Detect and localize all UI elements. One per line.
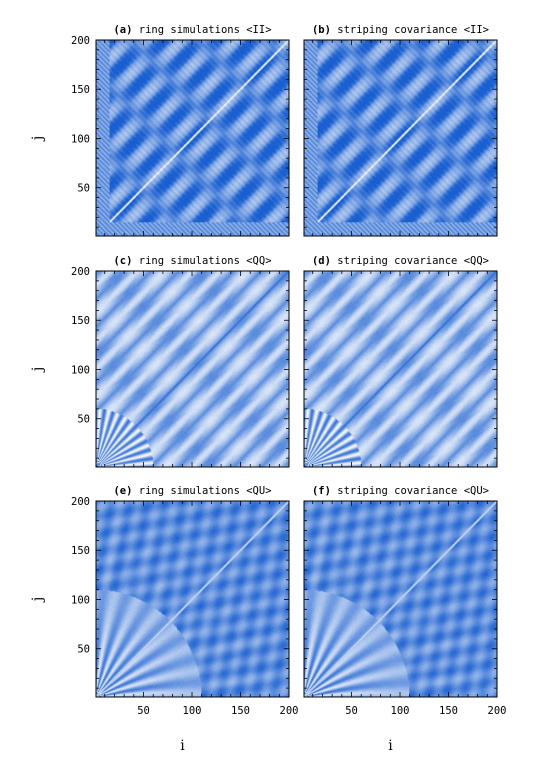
panel-title-text: striping covariance <QQ> <box>331 255 489 267</box>
plot-frame <box>303 39 498 237</box>
panel-label: (f) <box>312 485 331 497</box>
y-tick-label: 50 <box>77 644 90 656</box>
panel-title: (f) striping covariance <QU> <box>312 485 489 497</box>
y-tick-label: 150 <box>71 315 90 327</box>
panel-title: (c) ring simulations <QQ> <box>113 255 271 267</box>
y-tick-label: 200 <box>71 35 90 47</box>
heatmap-image <box>96 40 289 236</box>
y-tick-label: 50 <box>77 183 90 195</box>
panel-title-text: ring simulations <QU> <box>132 485 271 497</box>
y-tick-label: 150 <box>71 545 90 557</box>
panel-title-text: striping covariance <II> <box>331 24 489 36</box>
x-axis-label: i <box>388 738 393 754</box>
panel-title-text: ring simulations <II> <box>132 24 271 36</box>
heatmap-image <box>96 271 289 467</box>
plot-frame <box>95 500 290 698</box>
plot-frame <box>303 270 498 468</box>
heatmap-panel-a: (a) ring simulations <II> 50 100 150 200 j <box>30 24 290 237</box>
panel-label: (a) <box>113 24 132 36</box>
x-tick-label: 150 <box>231 705 250 717</box>
y-axis-label: j <box>30 597 46 603</box>
panel-title: (a) ring simulations <II> <box>113 24 271 36</box>
panel-title: (d) striping covariance <QQ> <box>312 255 489 267</box>
y-tick-label: 150 <box>71 84 90 96</box>
panel-title-text: striping covariance <QU> <box>331 485 489 497</box>
panel-label: (e) <box>113 485 132 497</box>
x-tick-label: 200 <box>488 705 507 717</box>
panel-title: (b) striping covariance <II> <box>312 24 489 36</box>
y-tick-label: 100 <box>71 364 90 376</box>
heatmap-image <box>304 501 497 697</box>
panel-label: (c) <box>113 255 132 267</box>
plot-frame <box>95 270 290 468</box>
heatmap-panel-c: (c) ring simulations <QQ> 50 100 150 200 j <box>30 255 290 468</box>
heatmap-image <box>96 501 289 697</box>
heatmap-image <box>304 271 497 467</box>
y-tick-label: 100 <box>71 594 90 606</box>
panel-label: (b) <box>312 24 331 36</box>
y-tick-label: 200 <box>71 496 90 508</box>
y-tick-label: 200 <box>71 266 90 278</box>
panel-title-text: ring simulations <QQ> <box>132 255 271 267</box>
y-axis-label: j <box>30 367 46 373</box>
plot-frame <box>95 39 290 237</box>
plot-frame <box>303 500 498 698</box>
heatmap-panel-e: (e) ring simulations <QU> 50 100 150 200 j 50 1… <box>30 485 298 754</box>
heatmap-panel-d: (d) striping covariance <QQ> <box>303 255 498 468</box>
y-tick-label: 100 <box>71 133 90 145</box>
x-tick-label: 200 <box>280 705 299 717</box>
x-tick-label: 50 <box>345 705 358 717</box>
panel-title: (e) ring simulations <QU> <box>113 485 271 497</box>
y-tick-label: 50 <box>77 414 90 426</box>
x-tick-label: 50 <box>137 705 150 717</box>
heatmap-image <box>304 40 497 236</box>
x-tick-label: 150 <box>439 705 458 717</box>
x-axis-label: i <box>180 738 185 754</box>
x-tick-label: 100 <box>391 705 410 717</box>
panel-label: (d) <box>312 255 331 267</box>
heatmap-panel-f: (f) striping covariance <QU> 50 100 150 200 i <box>303 485 507 754</box>
x-tick-label: 100 <box>183 705 202 717</box>
heatmap-panel-b: (b) striping covariance <II> <box>303 24 498 237</box>
y-axis-label: j <box>30 136 46 142</box>
